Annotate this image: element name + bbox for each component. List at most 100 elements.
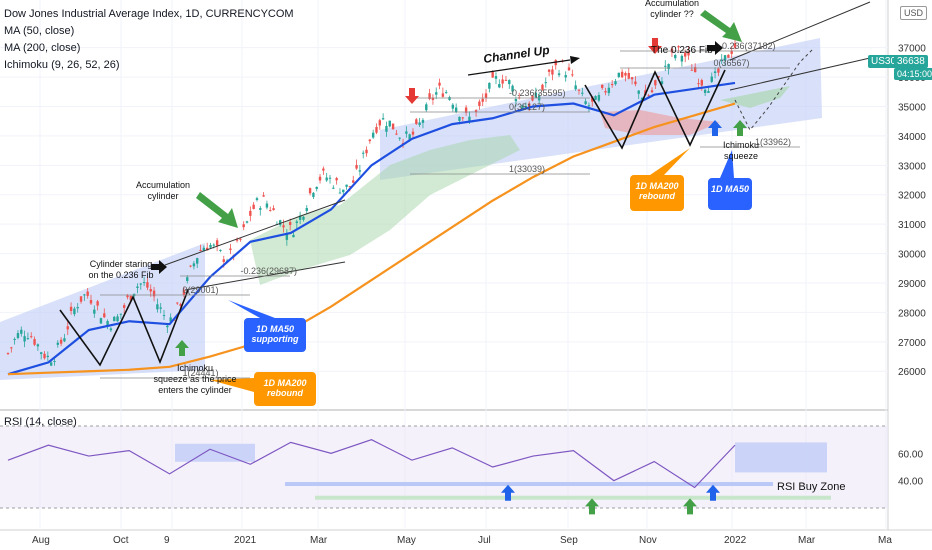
fib-line-2b-label: 0(35127) <box>509 102 545 112</box>
candle-body <box>604 91 607 93</box>
candle-body <box>610 84 614 86</box>
candle-body <box>627 72 630 79</box>
green-arrow-cyl <box>175 340 189 356</box>
trendline-upper-right <box>729 1 871 61</box>
candle-body <box>700 80 704 86</box>
candle-body <box>557 73 561 76</box>
currency-label[interactable]: USD <box>900 6 928 20</box>
candle-body <box>647 95 650 97</box>
candle-body <box>209 244 212 248</box>
candle-body <box>79 296 83 302</box>
candle-body <box>448 97 451 100</box>
candle-body <box>288 221 292 225</box>
rsi-axis-label: 60.00 <box>898 449 923 460</box>
accumulation-cylinder-label: Accumulation cylinder <box>136 180 190 201</box>
candle-body <box>162 315 166 317</box>
candle-body <box>166 325 169 328</box>
blue-arrow-ma50 <box>708 120 722 136</box>
rsi-legend[interactable]: RSI (14, close) <box>4 416 77 428</box>
candle-body <box>136 286 139 288</box>
candle-body <box>405 131 408 134</box>
candle-body <box>713 71 717 74</box>
candle-body <box>461 117 464 119</box>
candle-body <box>59 339 63 344</box>
candle-body <box>159 307 162 309</box>
candle-body <box>654 80 657 86</box>
time-axis-label: Nov <box>639 535 657 546</box>
symbol-badge: US30 <box>868 55 900 68</box>
time-axis-label: Oct <box>113 535 129 546</box>
legend-ichimoku[interactable]: Ichimoku (9, 26, 52, 26) <box>4 59 120 71</box>
candle-body <box>391 123 395 130</box>
callout-ma50-right-pointer <box>720 150 734 178</box>
candle-body <box>504 79 508 81</box>
candle-body <box>308 188 312 194</box>
candle-body <box>657 76 660 78</box>
candle-body <box>122 305 126 308</box>
candle-body <box>196 258 199 264</box>
red-arrow-may <box>405 88 419 104</box>
candle-body <box>524 105 528 109</box>
candle-body <box>371 132 375 138</box>
candle-body <box>176 302 179 304</box>
candle-body <box>318 176 322 181</box>
callout-ma200-left-pointer <box>210 378 254 392</box>
candle-body <box>189 265 192 267</box>
fib-line-2c-label: 1(33039) <box>509 164 545 174</box>
callout-ma200-right-text: 1D MA200 rebound <box>635 181 678 201</box>
candle-body <box>13 338 16 341</box>
candle-body <box>89 300 93 304</box>
candles <box>6 38 737 367</box>
candle-body <box>484 93 488 98</box>
candle-body <box>302 216 305 220</box>
candle-body <box>43 353 46 359</box>
candle-body <box>99 318 103 324</box>
candle-body <box>362 152 365 154</box>
accumulation-cylinder-q-label: Accumulation cylinder ?? <box>645 0 699 19</box>
candle-body <box>242 224 245 228</box>
legend-ma50[interactable]: MA (50, close) <box>4 25 75 37</box>
time-axis-label: Ma <box>878 535 892 546</box>
rsi-axis-label: 40.00 <box>898 477 923 488</box>
candle-body <box>614 81 617 85</box>
candle-body <box>26 338 30 340</box>
candle-body <box>10 347 13 349</box>
price-axis-label: 30000 <box>898 250 926 261</box>
candle-body <box>494 76 498 79</box>
price-axis-label: 26000 <box>898 367 926 378</box>
candle-body <box>717 68 720 73</box>
candle-body <box>49 362 53 366</box>
candle-body <box>680 55 684 62</box>
candle-body <box>521 105 524 110</box>
candle-body <box>282 225 285 228</box>
candle-body <box>328 177 332 179</box>
candle-body <box>53 360 56 362</box>
legend-title[interactable]: Dow Jones Industrial Average Index, 1D, … <box>4 8 294 20</box>
candle-body <box>620 71 624 78</box>
candle-body <box>395 133 398 135</box>
candle-body <box>421 119 425 123</box>
candle-body <box>428 93 431 100</box>
candle-body <box>355 165 358 169</box>
candle-body <box>411 131 415 135</box>
candle-body <box>527 103 531 109</box>
trendline-upper-left <box>164 199 346 266</box>
candle-body <box>687 50 690 56</box>
candle-body <box>365 149 368 154</box>
rsi-green-arrow-1 <box>585 498 599 515</box>
candle-body <box>358 170 362 172</box>
candle-body <box>730 50 733 54</box>
candle-body <box>335 178 338 181</box>
candle-body <box>501 79 504 84</box>
candle-body <box>388 120 391 127</box>
candle-body <box>156 304 159 310</box>
candle-body <box>378 120 381 126</box>
legend-ma200[interactable]: MA (200, close) <box>4 42 81 54</box>
fib-0236-label: The 0.236 Fib <box>651 45 713 56</box>
candle-body <box>684 52 687 57</box>
candle-body <box>617 72 621 77</box>
candle-body <box>488 82 491 89</box>
candle-body <box>408 134 411 141</box>
